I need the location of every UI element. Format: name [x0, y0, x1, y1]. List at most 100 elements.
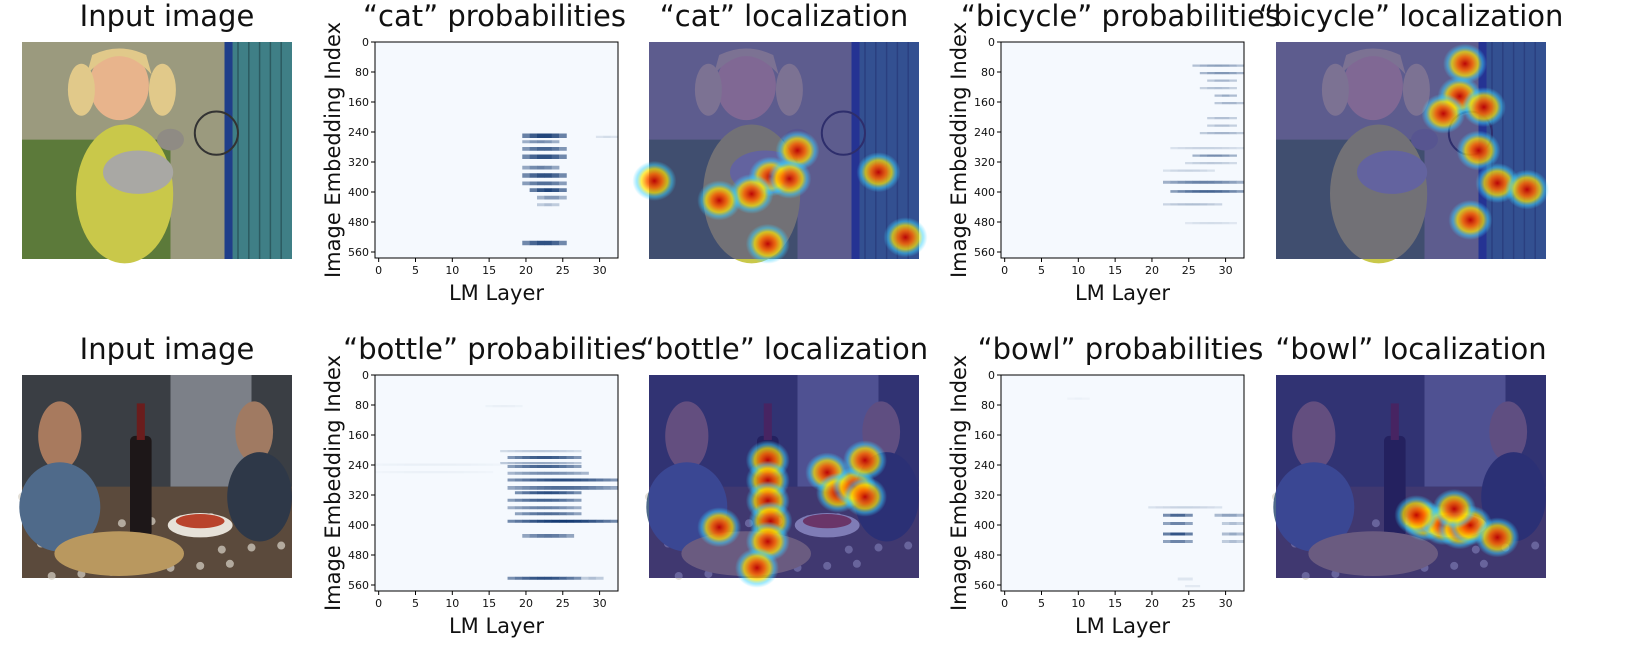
heatmap-cell: [411, 471, 420, 474]
heat-spot: [843, 476, 887, 517]
heatmap-cell: [1214, 203, 1223, 206]
heatmap-cell: [470, 471, 479, 474]
heat-spot: [1421, 93, 1466, 134]
y-tick-label: 480: [974, 549, 995, 562]
heatmap-cell: [566, 456, 575, 459]
heatmap-cell: [551, 534, 560, 538]
heatmap-cell: [529, 456, 538, 459]
y-tick-label: 400: [348, 519, 369, 532]
heatmap-cell: [544, 154, 553, 159]
heatmap-cell: [1199, 64, 1208, 67]
heatmap-cell: [551, 147, 560, 151]
heatmap-cell: [544, 519, 553, 523]
heatmap-cell: [603, 519, 611, 523]
heatmap-cell: [1207, 169, 1215, 172]
heatmap-cell: [514, 506, 523, 510]
x-axis-label: LM Layer: [449, 281, 544, 305]
heatmap-cell: [1067, 397, 1075, 400]
heatmap-cell: [544, 471, 553, 475]
heatmap-cell: [529, 188, 538, 192]
x-tick-label: 10: [445, 264, 459, 277]
heatmap-cell: [610, 478, 619, 482]
heatmap-cell: [1170, 190, 1179, 193]
heatmap-cell: [507, 456, 516, 459]
heatmap-cell: [522, 450, 530, 453]
heatmap-cell: [1229, 117, 1237, 120]
heatmap-cell: [544, 465, 553, 468]
heatmap-cell: [1207, 180, 1215, 184]
heatmap-cell: [522, 181, 530, 186]
heatmap-cell: [559, 173, 567, 178]
heatmap-cell: [581, 486, 589, 490]
y-tick-label: 0: [362, 36, 369, 49]
y-tick-label: 160: [974, 96, 995, 109]
heatmap-cell: [1221, 87, 1230, 90]
heatmap-cell: [507, 576, 516, 580]
heatmap-cell: [1236, 513, 1245, 517]
heatmap-cell: [1221, 513, 1230, 517]
heatmap-cell: [514, 450, 523, 453]
heatmap-cell: [522, 506, 530, 510]
localization-title: “cat” localization: [660, 0, 909, 33]
heatmap-cell: [1214, 87, 1223, 90]
input-image: Input image: [18, 332, 292, 580]
heatmap-cell: [1221, 102, 1230, 105]
heatmap-cell: [1199, 190, 1208, 193]
heatmap-cell: [1163, 532, 1171, 536]
heatmap-cell: [581, 478, 589, 482]
heatmap-cell: [551, 165, 560, 170]
heatmap-cell: [566, 519, 575, 523]
heatmap-cell: [1229, 190, 1237, 193]
heatmap-background: [375, 375, 618, 591]
y-tick-label: 320: [974, 156, 995, 169]
heatmap-cell: [411, 463, 420, 466]
heatmap-cell: [573, 512, 582, 516]
heatmap-cell: [566, 506, 575, 510]
heatmap-cell: [1214, 154, 1223, 157]
y-axis-label: Image Embedding Index: [947, 355, 971, 611]
heatmap-cell: [1177, 147, 1186, 150]
heatmap-cell: [1229, 79, 1237, 82]
heatmap-cell: [1236, 532, 1245, 536]
heatmap-cell: [559, 576, 567, 580]
tablecloth-dot: [47, 571, 56, 580]
heatmap-cell: [1229, 72, 1237, 75]
y-tick-label: 0: [988, 36, 995, 49]
localization-image: “bowl” localization: [1272, 332, 1547, 580]
heatmap-cell: [544, 147, 553, 151]
heatmap-cell: [1207, 79, 1215, 82]
heat-spot: [1456, 130, 1501, 171]
heatmap-cell: [1177, 522, 1186, 525]
x-tick-label: 15: [482, 597, 496, 610]
heatmap-cell: [559, 471, 567, 475]
heatmap-cell: [566, 534, 575, 538]
heatmap-cell: [507, 471, 516, 475]
heatmap-cell: [529, 512, 538, 516]
heatmap-cell: [537, 195, 545, 200]
heatmap-cell: [1177, 540, 1186, 543]
heatmap-cell: [551, 576, 560, 580]
heatmap-cell: [1236, 522, 1245, 525]
heatmap-cell: [463, 471, 472, 474]
x-tick-label: 15: [1108, 597, 1122, 610]
y-axis-label: Image Embedding Index: [321, 22, 345, 278]
heatmap-cell: [522, 462, 530, 465]
heatmap-cell: [448, 471, 457, 474]
heatmap-cell: [1170, 147, 1179, 150]
heatmap-cell: [514, 486, 523, 490]
heatmap-cell: [1207, 147, 1215, 150]
heatmap-cell: [1229, 522, 1237, 525]
heatmap-cell: [544, 140, 553, 144]
heatmap-cell: [1163, 169, 1171, 172]
heatmap-cell: [551, 465, 560, 468]
heatmap-cell: [537, 465, 545, 468]
x-tick-label: 0: [375, 264, 382, 277]
heatmap-cell: [544, 498, 553, 502]
heatmap-cell: [507, 498, 516, 502]
heatmap-cell: [537, 486, 545, 490]
heatmap-cell: [544, 534, 553, 538]
heatmap-cell: [522, 147, 530, 151]
heatmap-cell: [500, 405, 508, 408]
x-tick-label: 0: [1001, 264, 1008, 277]
kitten-head: [157, 128, 184, 151]
